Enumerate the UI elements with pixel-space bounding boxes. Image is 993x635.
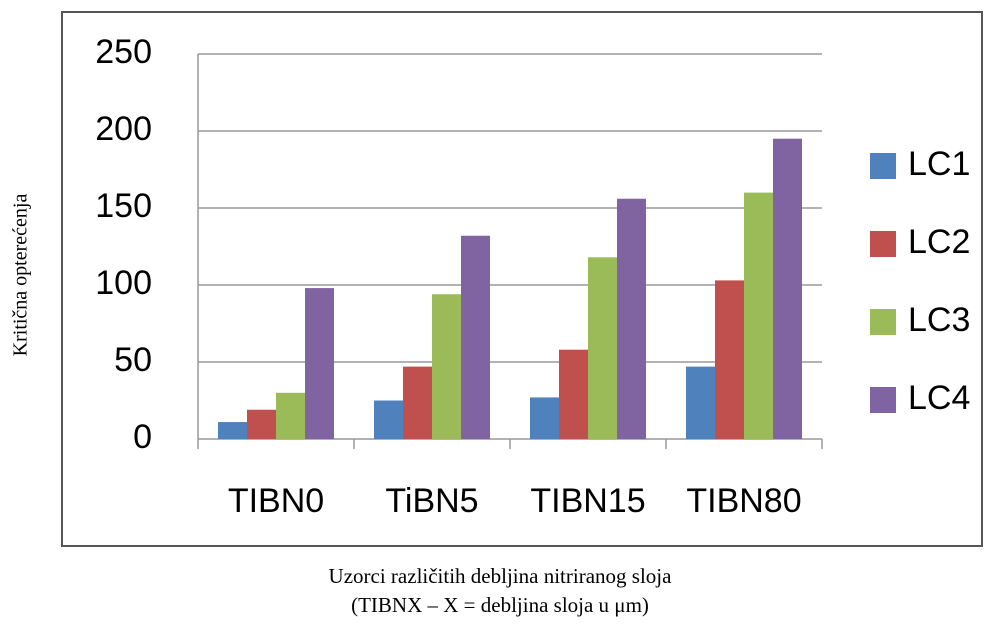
y-tick-label: 0	[133, 418, 152, 456]
bar	[403, 366, 432, 439]
legend-label: LC1	[908, 145, 970, 183]
bar	[773, 138, 802, 439]
legend-swatch	[870, 309, 896, 335]
bar	[218, 422, 247, 439]
y-tick-label: 100	[95, 264, 152, 302]
x-axis-label: Uzorci različitih debljina nitriranog sl…	[329, 564, 673, 588]
bar	[559, 349, 588, 439]
bar	[276, 392, 305, 439]
legend-label: LC3	[908, 301, 970, 339]
bar	[461, 235, 490, 439]
x-axis-label: (TIBNX – X = debljina sloja u μm)	[351, 593, 649, 617]
x-tick-label: TIBN80	[686, 482, 801, 520]
bar	[744, 192, 773, 439]
y-axis-label: Kritična opterećenja	[10, 194, 32, 357]
bar	[588, 257, 617, 439]
legend-swatch	[870, 387, 896, 413]
x-tick-label: TIBN15	[530, 482, 645, 520]
x-tick-label: TIBN0	[228, 482, 324, 520]
bar	[432, 294, 461, 439]
bar	[530, 397, 559, 439]
chart-frame	[61, 11, 983, 547]
bar	[247, 409, 276, 439]
x-tick-label: TiBN5	[385, 482, 478, 520]
legend-swatch	[870, 153, 896, 179]
bar	[715, 280, 744, 439]
legend-label: LC2	[908, 223, 970, 261]
legend-label: LC4	[908, 379, 970, 417]
bar	[617, 198, 646, 439]
y-tick-label: 50	[114, 341, 152, 379]
bar	[305, 288, 334, 439]
y-tick-label: 200	[95, 110, 152, 148]
y-tick-label: 150	[95, 187, 152, 225]
bar	[686, 366, 715, 439]
legend-swatch	[870, 231, 896, 257]
bar	[374, 400, 403, 439]
y-tick-label: 250	[95, 33, 152, 71]
